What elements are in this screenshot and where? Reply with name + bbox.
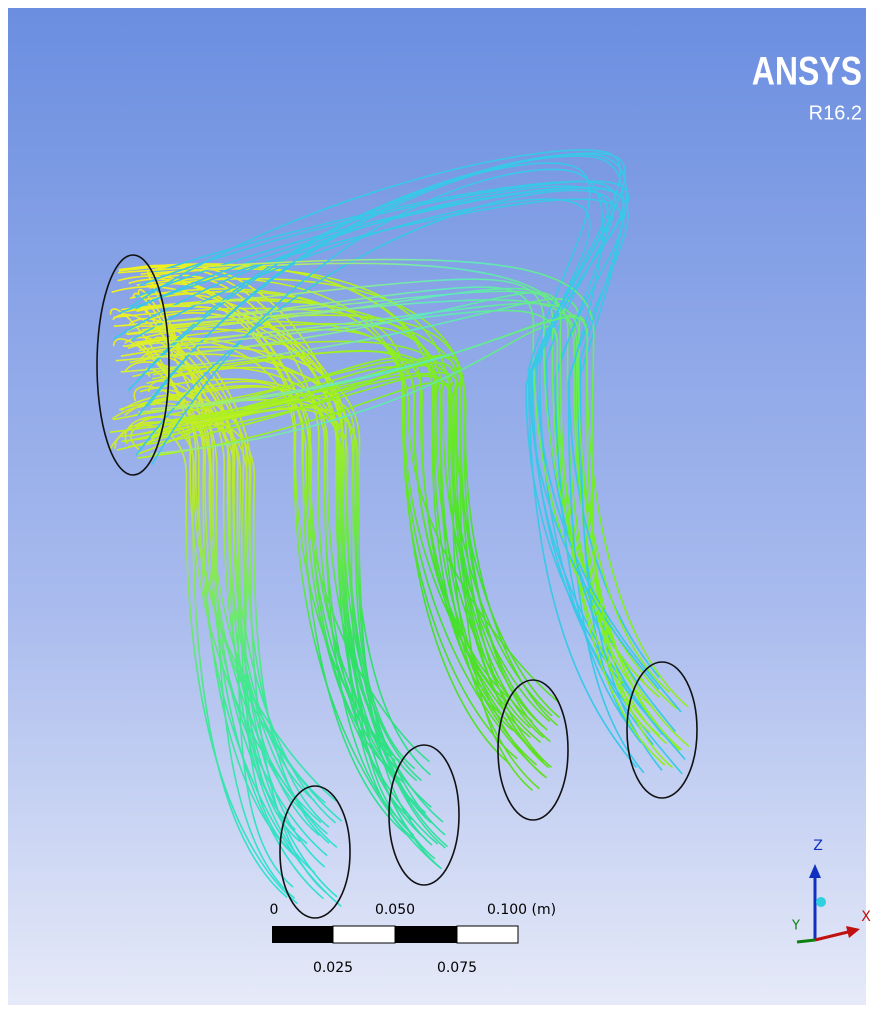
- page: ANSYS R16.2 0 0.050 0.100 (m) 0.025 0.07…: [0, 0, 874, 1013]
- triad-ball: [816, 897, 826, 907]
- y-axis: [797, 940, 815, 942]
- triad-label: Y: [791, 919, 800, 934]
- scale-label: 0.050: [375, 902, 415, 918]
- triad-label: Z: [813, 838, 823, 854]
- scale-segment: [272, 926, 333, 943]
- logo-title: ANSYS: [752, 48, 862, 93]
- scale-segment: [395, 926, 457, 943]
- scale-segment: [457, 926, 518, 943]
- logo-version: R16.2: [809, 102, 862, 124]
- scale-label: 0.100 (m): [487, 902, 556, 918]
- scale-label: 0.025: [313, 960, 353, 976]
- scale-segment: [333, 926, 395, 943]
- scale-label: 0.075: [437, 960, 477, 976]
- scale-label: 0: [270, 902, 279, 918]
- triad-label: X: [861, 909, 871, 925]
- viewport: ANSYS R16.2 0 0.050 0.100 (m) 0.025 0.07…: [0, 0, 874, 1013]
